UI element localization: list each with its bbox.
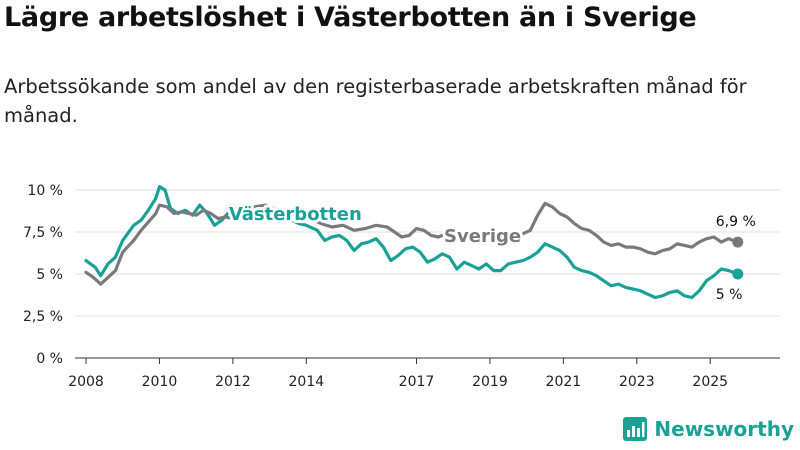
y-tick-label: 10 % (27, 183, 63, 199)
y-tick-label: 7,5 % (23, 225, 63, 241)
brand-name: Newsworthy (654, 417, 794, 441)
series-end-dot (732, 268, 744, 280)
series-end-dot (732, 236, 744, 248)
chart-subtitle: Arbetssökande som andel av den registerb… (4, 75, 747, 127)
x-tick-label: 2025 (692, 374, 728, 390)
series-name-label: Sverige (444, 226, 521, 247)
series-line-vsterbotten (84, 185, 740, 300)
y-tick-label: 2,5 % (23, 309, 63, 325)
x-tick-label: 2023 (619, 374, 655, 390)
grid-lines (75, 189, 780, 317)
x-tick-label: 2008 (68, 374, 104, 390)
x-tick-label: 2012 (215, 374, 251, 390)
series-name-halo: Sverige (444, 226, 521, 247)
x-tick-label: 2017 (399, 374, 435, 390)
y-tick-label: 0 % (36, 351, 63, 367)
series-layer (84, 185, 744, 300)
x-tick-label: 2021 (546, 374, 582, 390)
series-name-halo: Västerbotten (229, 204, 362, 225)
brand: Newsworthy (622, 416, 794, 442)
series-line-sverige (84, 201, 740, 286)
x-tick-label: 2014 (289, 374, 325, 390)
chart-title: Lägre arbetslöshet i Västerbotten än i S… (4, 2, 697, 33)
x-tick-label: 2019 (472, 374, 508, 390)
series-name-label: Västerbotten (229, 204, 362, 225)
x-tick-label: 2010 (142, 374, 178, 390)
series-end-label: 6,9 % (716, 214, 756, 230)
newsworthy-logo-icon (623, 417, 648, 441)
y-tick-label: 5 % (36, 267, 63, 283)
series-end-label: 5 % (716, 287, 743, 303)
axes: 0 % 2,5 % 5 % 7,5 % 10 % 2008 2010 2012 2014 2017… (23, 183, 780, 390)
